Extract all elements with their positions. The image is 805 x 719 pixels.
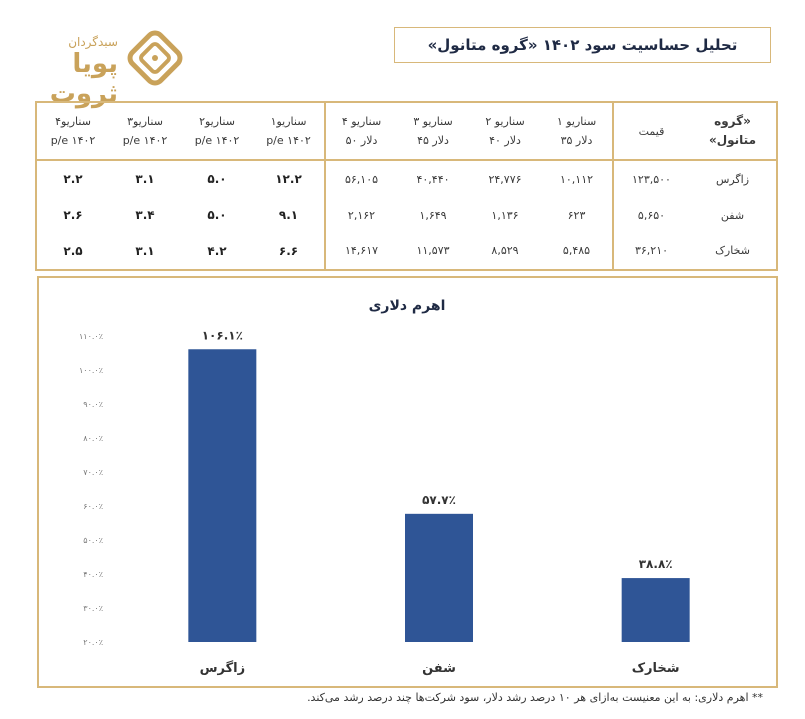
data-label: ۳۸.۸٪ [639,557,673,571]
row-pe: ۹.۱ [278,208,299,222]
table-corner-label: «گروه متانول» [689,102,777,161]
bar [621,578,690,642]
y-tick-label: ۴۰.۰٪ [83,570,103,579]
header-scenario-3: سناریو ۳ دلار ۴۵ [397,102,469,161]
y-tick-label: ۲۰.۰٪ [83,638,103,647]
logo-name: پویا ثروت [49,49,118,109]
bars: ۱۰۶.۱٪ زاگرس ۵۷.۷٪ شفن ۳۸.۸٪ شخارک [188,328,690,676]
y-tick-label: ۱۱۰.۰٪ [79,332,103,341]
y-tick-label: ۱۰۰.۰٪ [79,366,103,375]
sensitivity-table: «گروه متانول» قیمت سناریو ۱ دلار ۳۵ سناری… [35,101,778,271]
footnote: ** اهرم دلاری: به این معنیست به‌ازای هر … [307,691,763,704]
row-pe: ۳.۱ [135,172,155,187]
table-row: شخارک ۳۶,۲۱۰ ۵,۴۸۵ ۸,۵۲۹ ۱۱,۵۷۳ ۱۴,۶۱۷ ۶… [36,232,777,270]
y-tick-label: ۹۰.۰٪ [83,400,103,409]
logo-subtitle: سبدگردان [68,35,118,49]
row-eps: ۸,۵۲۹ [491,244,519,258]
table-row: شفن ۵,۶۵۰ ۶۲۳ ۱,۱۳۶ ۱,۶۴۹ ۲,۱۶۲ ۹.۱ ۵.۰ … [36,197,777,233]
row-eps: ۵,۴۸۵ [562,244,591,258]
chart-container: اهرم دلاری ۲۰.۰٪ ۳۰.۰٪ ۴۰.۰٪ ۵۰.۰٪ ۶۰.۰٪ ۷۰.۰… [37,276,778,688]
row-pe: ۵.۰ [207,172,227,187]
row-name: شخارک [715,244,750,258]
chart-title: اهرم دلاری [369,298,446,314]
row-pe: ۲.۲ [63,172,83,187]
header-scenario-1: سناریو ۱ دلار ۳۵ [541,102,613,161]
table-row: زاگرس ۱۲۳,۵۰۰ ۱۰,۱۱۲ ۲۴,۷۷۶ ۴۰,۴۴۰ ۵۶,۱۰… [36,160,777,198]
table-header-row: «گروه متانول» قیمت سناریو ۱ دلار ۳۵ سناری… [36,102,777,161]
data-label: ۵۷.۷٪ [422,493,456,507]
header-pe-4: سناریو۴ p/e ۱۴۰۲ [36,102,109,161]
header-scenario-4: سناریو ۴ دلار ۵۰ [324,102,397,161]
row-pe: ۲.۶ [63,208,83,222]
bar-chart: اهرم دلاری ۲۰.۰٪ ۳۰.۰٪ ۴۰.۰٪ ۵۰.۰٪ ۶۰.۰٪ ۷۰.۰… [79,298,690,676]
bar [188,349,257,642]
row-eps: ۱۱,۵۷۳ [416,244,450,258]
x-tick-label: شفن [422,661,456,676]
row-pe: ۵.۰ [207,208,227,222]
row-price: ۱۲۳,۵۰۰ [612,160,689,198]
row-name: شفن [720,208,745,222]
row-pe: ۳.۴ [135,208,155,222]
y-tick-label: ۶۰.۰٪ [83,502,103,511]
row-eps: ۱,۶۴۹ [419,208,447,222]
y-tick-label: ۳۰.۰٪ [83,604,103,613]
row-eps: ۵۶,۱۰۵ [324,160,397,198]
row-eps: ۲,۱۶۲ [324,197,397,233]
x-tick-label: زاگرس [200,660,246,676]
header-pe-2: سناریو۲ p/e ۱۴۰۲ [181,102,253,161]
y-tick-label: ۷۰.۰٪ [83,468,103,477]
y-axis: ۲۰.۰٪ ۳۰.۰٪ ۴۰.۰٪ ۵۰.۰٪ ۶۰.۰٪ ۷۰.۰٪ ۸۰.۰٪ ۹۰.۰٪… [79,332,103,647]
header-pe-1: سناریو۱ p/e ۱۴۰۲ [253,102,325,161]
logo: سبدگردان پویا ثروت [38,25,188,109]
row-eps: ۲۴,۷۷۶ [488,172,522,186]
logo-emblem-icon [127,30,183,86]
row-eps: ۱۰,۱۱۲ [559,172,594,186]
row-price: ۵,۶۵۰ [612,197,689,233]
y-tick-label: ۸۰.۰٪ [83,434,103,443]
row-eps: ۱,۱۳۶ [491,208,519,222]
x-tick-label: شخارک [632,661,680,676]
row-pe: ۳.۱ [135,243,155,258]
row-eps: ۱۴,۶۱۷ [324,232,397,270]
logo-text: سبدگردان پویا ثروت [38,35,118,109]
data-label: ۱۰۶.۱٪ [202,328,243,342]
header-scenario-2: سناریو ۲ دلار ۴۰ [469,102,541,161]
row-name: زاگرس [715,172,750,186]
row-eps: ۶۲۳ [567,208,586,222]
header-pe-3: سناریو۳ p/e ۱۴۰۲ [109,102,181,161]
row-pe: ۶.۶ [278,243,299,258]
page-title: تحلیل حساسیت سود ۱۴۰۲ «گروه متانول» [394,27,771,63]
y-tick-label: ۵۰.۰٪ [83,536,103,545]
row-price: ۳۶,۲۱۰ [612,232,689,270]
row-pe: ۴.۲ [207,243,227,258]
row-pe: ۲.۵ [63,243,83,258]
row-pe: ۱۲.۲ [275,172,302,187]
bar [405,513,473,642]
row-eps: ۴۰,۴۴۰ [416,172,450,186]
price-header: قیمت [612,102,689,161]
